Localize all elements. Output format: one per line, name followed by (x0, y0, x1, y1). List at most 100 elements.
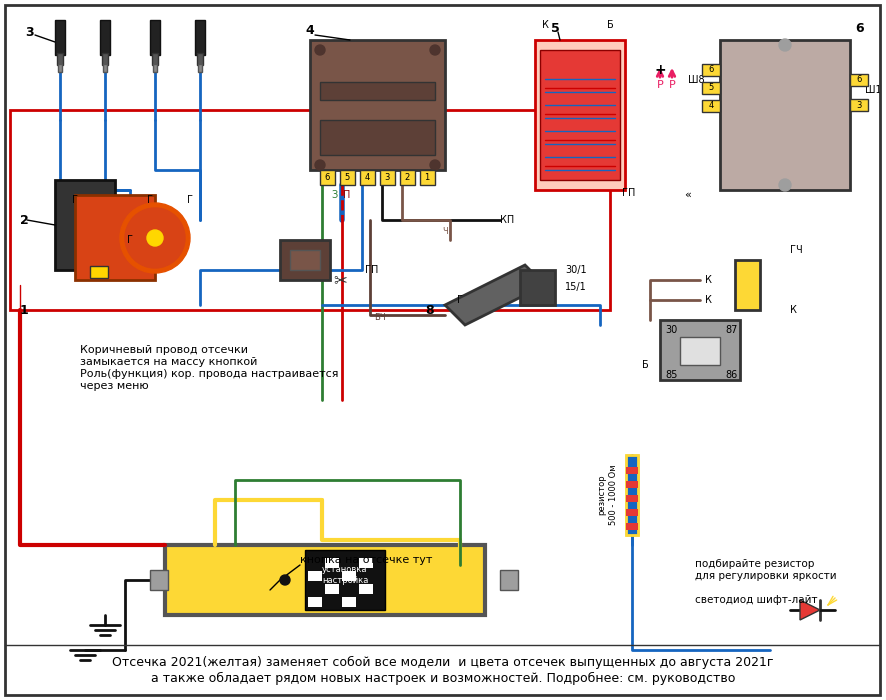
Bar (340, 170, 355, 185)
Text: подбирайте резистор
для регулировки яркости: подбирайте резистор для регулировки ярко… (695, 559, 836, 581)
Bar (290, 250, 320, 270)
Bar (55, 20, 65, 55)
Circle shape (120, 203, 190, 273)
Polygon shape (445, 265, 545, 325)
Text: КП: КП (500, 215, 514, 225)
Bar (152, 53, 158, 65)
Text: Р: Р (657, 80, 664, 90)
Bar (103, 64, 107, 72)
Text: замыкается на массу кнопкой: замыкается на массу кнопкой (80, 357, 257, 367)
Bar (535, 40, 625, 190)
Text: ГП: ГП (622, 188, 635, 198)
Bar (420, 170, 435, 185)
Text: 500 - 1000 Ом: 500 - 1000 Ом (610, 465, 618, 525)
Text: 87: 87 (725, 325, 737, 335)
Text: 86: 86 (725, 370, 737, 380)
Bar (325, 558, 339, 568)
Bar (500, 570, 518, 590)
Text: К: К (541, 20, 548, 30)
Text: +: + (654, 63, 665, 77)
Bar (626, 523, 638, 530)
Text: БЧ: БЧ (374, 314, 385, 323)
Text: К: К (790, 305, 797, 315)
Bar (342, 571, 356, 581)
Polygon shape (800, 600, 820, 620)
Text: П: П (343, 190, 351, 200)
Text: 15/1: 15/1 (565, 282, 587, 292)
Text: К: К (705, 295, 711, 305)
Bar (850, 99, 868, 111)
Bar (308, 571, 322, 581)
Circle shape (779, 179, 791, 191)
Bar (660, 320, 740, 380)
Text: 5: 5 (550, 22, 559, 34)
Text: Ш1: Ш1 (865, 85, 882, 95)
Text: Ч: Ч (442, 228, 448, 237)
Bar (55, 180, 115, 270)
Text: Г: Г (457, 295, 463, 305)
Bar (305, 550, 385, 610)
Text: 3: 3 (385, 172, 390, 181)
Text: Б: Б (641, 360, 649, 370)
Circle shape (280, 575, 290, 585)
Circle shape (779, 39, 791, 51)
Bar (153, 64, 157, 72)
Bar (325, 584, 339, 594)
Bar (720, 40, 850, 190)
Text: 5: 5 (345, 172, 350, 181)
Bar (150, 20, 160, 55)
Bar (320, 170, 335, 185)
Text: 4: 4 (709, 102, 713, 111)
Text: 3: 3 (856, 101, 862, 109)
Bar (702, 64, 720, 76)
Bar (380, 170, 395, 185)
Text: 2: 2 (20, 214, 28, 227)
Text: 5: 5 (709, 83, 713, 92)
Text: Г: Г (127, 235, 133, 245)
Bar (10, 110, 610, 310)
Text: ГП: ГП (365, 265, 378, 275)
Bar (400, 170, 415, 185)
Text: через меню: через меню (80, 381, 149, 391)
Circle shape (430, 45, 440, 55)
Bar (520, 270, 555, 305)
Text: Г: Г (187, 195, 193, 205)
Text: Отсечка 2021(желтая) заменяет собой все модели  и цвета отсечек выпущенных до ав: Отсечка 2021(желтая) заменяет собой все … (113, 655, 773, 668)
Text: 6: 6 (856, 22, 865, 34)
Bar (626, 467, 638, 474)
Text: 30: 30 (665, 325, 677, 335)
Bar (165, 545, 485, 615)
Bar (150, 570, 168, 590)
Bar (58, 64, 62, 72)
Text: Г: Г (72, 195, 78, 205)
Text: «: « (685, 190, 691, 200)
Bar (197, 53, 203, 65)
Bar (75, 195, 155, 280)
Bar (626, 455, 638, 535)
Text: 6: 6 (324, 172, 330, 181)
Bar (359, 584, 373, 594)
Bar (342, 597, 356, 607)
Text: Б: Б (607, 20, 613, 30)
Text: 1: 1 (20, 304, 28, 316)
Text: резистор: резистор (597, 475, 607, 515)
Text: 6: 6 (856, 76, 862, 85)
Bar (195, 20, 205, 55)
Text: Р: Р (669, 80, 675, 90)
Bar (198, 64, 202, 72)
Bar (850, 74, 868, 86)
Text: ГЧ: ГЧ (790, 245, 803, 255)
Bar (702, 100, 720, 112)
Text: светодиод шифт-лайт: светодиод шифт-лайт (695, 595, 818, 605)
Text: К: К (705, 275, 711, 285)
Text: 1: 1 (424, 172, 430, 181)
Bar (102, 53, 108, 65)
Text: 85: 85 (665, 370, 678, 380)
Text: установка
настройка: установка настройка (322, 566, 369, 584)
Circle shape (430, 160, 440, 170)
Bar (702, 82, 720, 94)
Bar (310, 40, 445, 170)
Text: кнопка на отсечке тут: кнопка на отсечке тут (300, 555, 432, 565)
Text: а также обладает рядом новых настроек и возможностей. Подробнее: см. руководство: а также обладает рядом новых настроек и … (151, 671, 735, 685)
Text: 6: 6 (708, 66, 714, 74)
